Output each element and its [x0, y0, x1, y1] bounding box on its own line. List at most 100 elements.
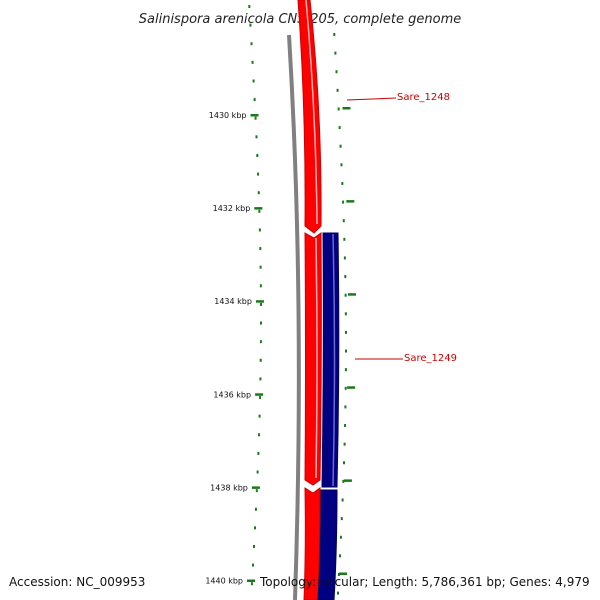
- minor-tick: [258, 414, 261, 418]
- major-tick: [347, 386, 356, 389]
- ruler-ticks-outer: [333, 33, 356, 595]
- ruler-label: 1436 kbp: [213, 390, 251, 399]
- gene-sare-1248[interactable]: [297, 0, 322, 234]
- minor-tick: [344, 368, 347, 372]
- gene-label-sare-1248-group[interactable]: Sare_1248: [346, 92, 450, 103]
- major-tick: [250, 114, 259, 117]
- minor-tick: [333, 33, 336, 36]
- minor-tick: [251, 563, 254, 567]
- minor-tick: [339, 535, 342, 539]
- minor-tick: [338, 572, 341, 576]
- minor-tick: [258, 228, 261, 232]
- ruler-label: 1434 kbp: [214, 297, 252, 306]
- gene-sare-1248-body: [297, 0, 322, 234]
- minor-tick: [254, 116, 257, 120]
- minor-tick: [254, 507, 257, 511]
- minor-tick: [344, 293, 347, 297]
- ruler-label: 1438 kbp: [210, 483, 248, 492]
- minor-tick: [258, 433, 261, 437]
- minor-tick: [256, 470, 259, 474]
- minor-tick: [343, 461, 346, 465]
- major-tick: [255, 300, 264, 303]
- minor-tick: [251, 60, 254, 64]
- minor-tick: [338, 554, 341, 558]
- gene-label-sare-1249-group[interactable]: Sare_1249: [355, 353, 457, 364]
- minor-tick: [259, 302, 262, 306]
- minor-tick: [253, 544, 256, 548]
- minor-tick: [249, 23, 252, 27]
- minor-tick: [343, 256, 346, 260]
- minor-tick: [336, 591, 339, 595]
- minor-tick: [259, 358, 262, 362]
- gene-forward-next-body: [304, 232, 322, 486]
- gene-forward-next-highlight: [315, 237, 318, 479]
- minor-tick: [259, 396, 262, 400]
- minor-tick: [259, 340, 262, 344]
- minor-tick: [343, 442, 346, 446]
- gene-sare-1249[interactable]: [317, 232, 340, 600]
- minor-tick: [342, 200, 345, 204]
- gene-label-sare-1248: Sare_1248: [397, 92, 450, 103]
- gene-sare-1248-highlight: [305, 0, 318, 225]
- minor-tick: [340, 517, 343, 521]
- minor-tick: [344, 330, 347, 334]
- major-tick: [247, 579, 256, 582]
- minor-tick: [257, 451, 260, 455]
- minor-tick: [339, 144, 342, 148]
- ruler-label: 1432 kbp: [213, 204, 251, 213]
- ruler-label: 1440 kbp: [205, 577, 243, 586]
- minor-tick: [256, 153, 259, 157]
- major-tick: [347, 293, 356, 296]
- minor-tick: [253, 526, 256, 530]
- minor-tick: [257, 172, 260, 176]
- gene-reverse-next-body: [317, 489, 338, 600]
- minor-tick: [344, 386, 347, 390]
- minor-tick: [343, 237, 346, 241]
- minor-tick: [255, 135, 258, 139]
- minor-tick: [259, 377, 262, 381]
- major-tick: [255, 393, 264, 396]
- minor-tick: [255, 489, 258, 493]
- minor-tick: [335, 70, 338, 74]
- minor-tick: [250, 42, 253, 46]
- minor-tick: [344, 275, 347, 279]
- major-tick: [342, 107, 351, 110]
- minor-tick: [248, 5, 251, 8]
- gene-label-sare-1249: Sare_1249: [404, 353, 457, 364]
- genome-summary: Topology: circular; Length: 5,786,361 bp…: [260, 575, 590, 589]
- minor-tick: [337, 107, 340, 111]
- major-tick: [254, 207, 263, 210]
- major-tick: [346, 200, 355, 203]
- minor-tick: [253, 98, 256, 102]
- minor-tick: [334, 51, 337, 55]
- ruler-labels: 1430 kbp 1432 kbp 1434 kbp 1436 kbp 1438 kbp…: [205, 111, 252, 586]
- ruler-ticks-inner: [247, 5, 264, 586]
- minor-tick: [344, 405, 347, 409]
- minor-tick: [341, 181, 344, 185]
- ruler-label: 1430 kbp: [209, 111, 247, 120]
- genome-backbone: [287, 34, 301, 600]
- minor-tick: [344, 312, 347, 316]
- major-tick: [343, 479, 352, 482]
- minor-tick: [252, 79, 255, 83]
- major-tick: [251, 486, 260, 489]
- minor-tick: [250, 582, 253, 586]
- minor-tick: [341, 498, 344, 502]
- minor-tick: [344, 349, 347, 353]
- minor-tick: [259, 247, 262, 251]
- gene-label-leader: [346, 97, 397, 101]
- minor-tick: [259, 284, 262, 288]
- minor-tick: [342, 479, 345, 483]
- minor-tick: [344, 424, 347, 428]
- minor-tick: [257, 191, 260, 195]
- minor-tick: [259, 321, 262, 325]
- minor-tick: [258, 209, 261, 213]
- minor-tick: [340, 163, 343, 167]
- minor-tick: [342, 219, 345, 223]
- major-tick: [339, 572, 348, 575]
- gene-sare-1249-highlight: [332, 233, 336, 487]
- gene-forward-next[interactable]: [303, 232, 322, 600]
- minor-tick: [338, 126, 341, 130]
- minor-tick: [259, 265, 262, 269]
